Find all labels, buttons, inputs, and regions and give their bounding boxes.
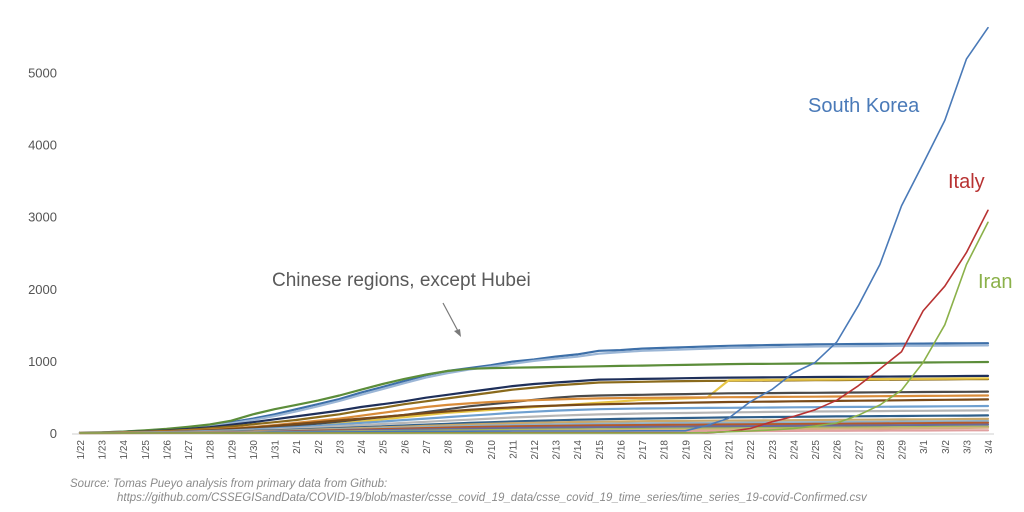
x-tick-label: 2/16 bbox=[616, 440, 627, 460]
x-tick-label: 2/1 bbox=[292, 440, 303, 454]
x-tick-label: 1/28 bbox=[206, 440, 217, 460]
source-url: https://github.com/CSSEGISandData/COVID-… bbox=[117, 492, 867, 504]
series-label-iran: Iran bbox=[978, 271, 1012, 293]
x-tick-label: 2/20 bbox=[703, 440, 714, 460]
y-tick-label: 3000 bbox=[28, 210, 57, 225]
x-tick-label: 2/24 bbox=[789, 440, 800, 460]
y-axis-labels: 0 1000 2000 3000 4000 5000 bbox=[28, 65, 57, 441]
series-line-region-1 bbox=[78, 344, 990, 434]
x-tick-label: 2/4 bbox=[357, 440, 368, 454]
x-tick-label: 2/23 bbox=[768, 440, 779, 460]
x-tick-label: 2/12 bbox=[530, 440, 541, 460]
y-tick-label: 0 bbox=[50, 426, 57, 441]
source-note: Source: Tomas Pueyo analysis from primar… bbox=[70, 478, 388, 490]
x-tick-label: 2/2 bbox=[314, 440, 325, 454]
x-tick-label: 2/11 bbox=[508, 440, 519, 459]
x-tick-label: 2/22 bbox=[746, 440, 757, 460]
series-line-region-3 bbox=[78, 374, 990, 434]
x-tick-label: 2/8 bbox=[444, 440, 455, 454]
x-tick-label: 2/10 bbox=[487, 440, 498, 460]
x-tick-label: 1/26 bbox=[162, 440, 173, 460]
series-label-italy: Italy bbox=[948, 171, 985, 193]
x-tick-label: 3/1 bbox=[919, 440, 930, 454]
x-tick-label: 2/28 bbox=[876, 440, 887, 460]
x-tick-label: 1/27 bbox=[184, 440, 195, 460]
series-line-south-korea bbox=[79, 26, 989, 434]
x-tick-label: 2/3 bbox=[335, 440, 346, 454]
y-tick-label: 4000 bbox=[28, 138, 57, 153]
x-tick-label: 2/19 bbox=[681, 440, 692, 460]
x-tick-label: 2/27 bbox=[854, 440, 865, 460]
y-tick-label: 1000 bbox=[28, 354, 57, 369]
series-line-region-2 bbox=[78, 360, 990, 434]
x-axis-labels: 1/22 1/23 1/24 1/25 1/26 1/27 1/28 1/29 1/30 1/31… bbox=[76, 440, 995, 460]
x-tick-label: 2/25 bbox=[811, 440, 822, 460]
series-line-iran bbox=[79, 221, 989, 434]
x-tick-label: 1/29 bbox=[227, 440, 238, 460]
x-tick-label: 2/15 bbox=[595, 440, 606, 460]
x-tick-label: 2/13 bbox=[552, 440, 563, 460]
x-tick-label: 2/17 bbox=[638, 440, 649, 460]
annotation-arrow bbox=[442, 302, 461, 337]
series-label-south-korea: South Korea bbox=[808, 95, 920, 117]
x-tick-label: 2/26 bbox=[833, 440, 844, 460]
x-tick-label: 2/7 bbox=[422, 440, 433, 454]
x-tick-label: 1/25 bbox=[141, 440, 152, 460]
x-tick-label: 3/4 bbox=[984, 440, 995, 454]
x-tick-label: 1/23 bbox=[98, 440, 109, 460]
x-tick-label: 2/5 bbox=[379, 440, 390, 454]
x-tick-label: 2/21 bbox=[725, 440, 736, 460]
series-lines bbox=[78, 26, 990, 435]
x-tick-label: 1/31 bbox=[271, 440, 282, 460]
x-tick-label: 1/22 bbox=[76, 440, 87, 460]
x-tick-label: 1/30 bbox=[249, 440, 260, 460]
x-tick-label: 2/9 bbox=[465, 440, 476, 454]
y-tick-label: 2000 bbox=[28, 282, 57, 297]
x-tick-label: 3/3 bbox=[962, 440, 973, 454]
x-tick-label: 2/14 bbox=[573, 440, 584, 460]
y-tick-label: 5000 bbox=[28, 65, 57, 80]
x-tick-label: 2/6 bbox=[400, 440, 411, 454]
x-tick-label: 1/24 bbox=[119, 440, 130, 460]
x-tick-label: 2/18 bbox=[660, 440, 671, 460]
annotation-chinese-regions: Chinese regions, except Hubei bbox=[272, 270, 531, 291]
x-tick-label: 3/2 bbox=[941, 440, 952, 454]
x-tick-label: 2/29 bbox=[898, 440, 909, 460]
